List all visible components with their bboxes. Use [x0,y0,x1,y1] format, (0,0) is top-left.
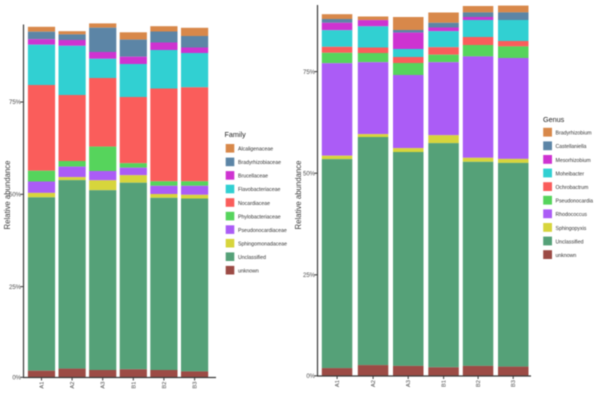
svg-text:Alcaligenaceae: Alcaligenaceae [238,147,273,153]
svg-text:75%: 75% [9,100,22,106]
svg-text:Castellaniella: Castellaniella [556,144,587,150]
svg-text:B3: B3 [193,382,199,389]
svg-text:A2: A2 [371,380,377,387]
svg-text:Brucellaceae: Brucellaceae [238,174,268,180]
svg-text:Sphingopyxis: Sphingopyxis [556,226,587,232]
svg-text:Pseudonocardiaceae: Pseudonocardiaceae [238,228,287,234]
svg-text:Family: Family [225,130,247,139]
svg-text:Bradyrhizobiaceae: Bradyrhizobiaceae [238,160,281,166]
svg-text:Rhodococcus: Rhodococcus [556,212,588,218]
svg-text:0%: 0% [306,374,315,380]
svg-text:25%: 25% [303,273,316,279]
svg-text:Mesorhizobium: Mesorhizobium [556,158,591,164]
svg-text:Flavobacteriaceae: Flavobacteriaceae [238,187,281,193]
svg-text:B2: B2 [162,382,168,389]
svg-text:Relative abundance: Relative abundance [3,161,12,230]
svg-text:B2: B2 [476,380,482,387]
svg-text:unknown: unknown [238,269,259,275]
svg-text:unknown: unknown [556,253,577,259]
svg-text:75%: 75% [303,70,316,76]
svg-text:A3: A3 [101,382,107,389]
svg-text:Unclassified: Unclassified [556,239,584,245]
svg-text:A1: A1 [335,380,341,387]
svg-text:Ochrobactrum: Ochrobactrum [556,185,589,191]
svg-text:B1: B1 [442,380,448,387]
svg-text:B3: B3 [511,380,517,387]
svg-text:50%: 50% [9,193,22,199]
svg-text:A3: A3 [406,380,412,387]
svg-text:B1: B1 [131,382,137,389]
svg-text:Genus: Genus [543,115,565,124]
svg-text:Phylobacteriaceae: Phylobacteriaceae [238,214,281,220]
svg-text:Relative abundance: Relative abundance [294,161,303,230]
svg-text:Unclassified: Unclassified [238,255,266,261]
svg-text:A1: A1 [40,382,46,389]
svg-text:Bradyrhizobium: Bradyrhizobium [556,131,592,137]
svg-text:Pseudonocardia: Pseudonocardia [556,199,594,205]
svg-text:50%: 50% [303,171,316,177]
svg-text:0%: 0% [12,376,21,382]
svg-text:Moheibacter: Moheibacter [556,171,585,177]
svg-text:Nocardiaceae: Nocardiaceae [238,201,270,207]
svg-text:A2: A2 [70,382,76,389]
svg-text:Sphingomonadaceae: Sphingomonadaceae [238,242,287,248]
svg-text:25%: 25% [9,285,22,291]
